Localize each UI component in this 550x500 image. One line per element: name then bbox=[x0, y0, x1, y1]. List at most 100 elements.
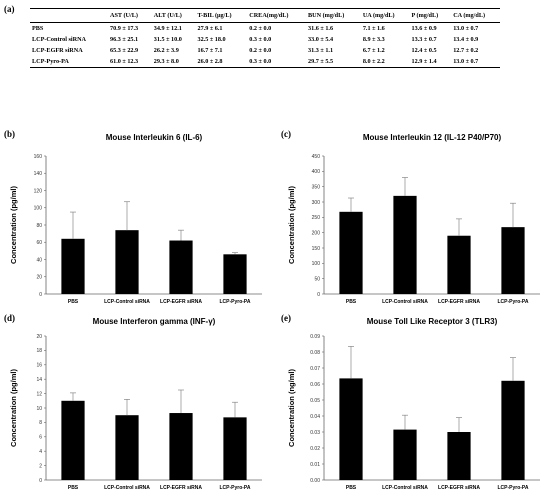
table-cell: 26.0 ± 2.8 bbox=[195, 56, 248, 68]
table-cell: 29.7 ± 5.5 bbox=[306, 56, 361, 68]
y-tick-label: 18 bbox=[36, 348, 42, 354]
y-tick-label: 14 bbox=[36, 377, 42, 383]
table-cell: 33.0 ± 5.4 bbox=[308, 36, 334, 43]
y-axis-label: Concentration (pg/ml) bbox=[287, 186, 296, 264]
y-tick-label: 0 bbox=[39, 478, 42, 484]
table-cell: 34.9 ± 12.1 bbox=[153, 25, 182, 32]
table-header-cell: AST (U/L) bbox=[108, 8, 152, 23]
ifn-gamma-bar-chart: Mouse Interferon gamma (INF-γ) Concentrat… bbox=[9, 317, 262, 491]
y-tick-label: 0.00 bbox=[310, 478, 320, 484]
y-tick-label: 160 bbox=[34, 154, 43, 160]
table-row: LCP-Control siRNA 96.3 ± 25.1 31.5 ± 10.… bbox=[30, 34, 500, 45]
table-row: LCP-EGFR siRNA 65.3 ± 22.9 26.2 ± 3.9 16… bbox=[30, 45, 500, 56]
x-tick-label: LCP-Pyro-PA bbox=[497, 485, 528, 491]
y-tick-label: 0.08 bbox=[310, 350, 320, 356]
y-tick-label: 0.09 bbox=[310, 334, 320, 340]
y-tick-label: 0.02 bbox=[310, 446, 320, 452]
table-cell: 12.9 ± 1.4 bbox=[409, 56, 452, 68]
x-tick-label: LCP-Pyro-PA bbox=[219, 299, 250, 305]
bar bbox=[169, 240, 193, 294]
y-tick-label: 20 bbox=[36, 334, 42, 340]
table-cell: 7.1 ± 1.6 bbox=[362, 25, 385, 32]
y-tick-label: 100 bbox=[34, 206, 43, 212]
y-tick-label: 8 bbox=[39, 420, 42, 426]
table-cell: 13.0 ± 0.7 bbox=[451, 56, 500, 68]
table-cell: 12.7 ± 0.2 bbox=[453, 47, 479, 54]
y-axis-label: Concentration (pg/ml) bbox=[9, 369, 18, 447]
table-header-cell: CREA(mg/dL) bbox=[247, 8, 307, 23]
table-cell: 61.0 ± 12.3 bbox=[108, 56, 152, 68]
il12-bar-chart: Mouse Interleukin 12 (IL-12 P40/P70) Conc… bbox=[287, 133, 540, 305]
y-tick-label: 0.03 bbox=[310, 430, 320, 436]
bar bbox=[61, 400, 85, 480]
table-row: LCP-Pyro-PA 61.0 ± 12.3 29.3 ± 8.0 26.0 … bbox=[30, 56, 500, 68]
y-tick-label: 0.01 bbox=[310, 462, 320, 468]
y-tick-label: 0.07 bbox=[310, 366, 320, 372]
table-cell: LCP-EGFR siRNA bbox=[32, 47, 83, 54]
bar bbox=[393, 195, 417, 294]
table-header-row: AST (U/L) ALT (U/L) T-BIL (μg/L) CREA(mg… bbox=[30, 8, 500, 23]
y-tick-label: 0.05 bbox=[310, 398, 320, 404]
bar bbox=[223, 417, 247, 480]
y-tick-label: 0 bbox=[317, 292, 320, 298]
table-cell: 70.9 ± 17.3 bbox=[110, 25, 139, 32]
x-tick-label: LCP-Control siRNA bbox=[382, 485, 428, 491]
table-cell: 31.6 ± 1.6 bbox=[308, 25, 334, 32]
table-cell: 32.5 ± 18.0 bbox=[197, 36, 226, 43]
y-tick-label: 40 bbox=[36, 257, 42, 263]
table-cell: 26.2 ± 3.9 bbox=[153, 47, 179, 54]
x-tick-label: LCP-Control siRNA bbox=[104, 299, 150, 305]
bar bbox=[447, 235, 471, 294]
table-cell: 96.3 ± 25.1 bbox=[110, 36, 139, 43]
il6-bar-chart: Mouse Interleukin 6 (IL-6) Concentration … bbox=[9, 133, 262, 305]
table-cell: 31.5 ± 10.0 bbox=[153, 36, 182, 43]
chart-title: Mouse Interleukin 6 (IL-6) bbox=[106, 133, 203, 142]
table-cell: 27.9 ± 6.1 bbox=[197, 25, 223, 32]
table-cell: 29.3 ± 8.0 bbox=[151, 56, 196, 68]
panel-label-a: (a) bbox=[4, 4, 15, 14]
table-cell: PBS bbox=[32, 25, 44, 32]
table-cell: 0.3 ± 0.0 bbox=[249, 36, 272, 43]
y-tick-label: 120 bbox=[34, 188, 43, 194]
y-tick-label: 10 bbox=[36, 406, 42, 412]
x-tick-label: LCP-Control siRNA bbox=[104, 485, 150, 491]
bar bbox=[501, 380, 525, 480]
y-tick-label: 0.06 bbox=[310, 382, 320, 388]
table-cell: 13.4 ± 0.9 bbox=[453, 36, 479, 43]
y-tick-label: 140 bbox=[34, 171, 43, 177]
bar bbox=[393, 429, 417, 480]
table-cell: 8.9 ± 3.3 bbox=[362, 36, 385, 43]
table-cell: 13.0 ± 0.7 bbox=[453, 25, 479, 32]
y-axis-label: Concentration (ng/ml) bbox=[287, 369, 296, 447]
y-tick-label: 60 bbox=[36, 240, 42, 246]
table-header-cell: P (mg/dL) bbox=[409, 8, 452, 23]
table-header-cell: CA (mg/dL) bbox=[451, 8, 500, 23]
bar bbox=[61, 238, 85, 294]
serum-biochemistry-table: AST (U/L) ALT (U/L) T-BIL (μg/L) CREA(mg… bbox=[30, 8, 500, 68]
x-tick-label: PBS bbox=[68, 485, 79, 491]
table-cell: 8.0 ± 2.2 bbox=[360, 56, 410, 68]
table-cell: 6.7 ± 1.2 bbox=[362, 47, 385, 54]
x-tick-label: LCP-EGFR siRNA bbox=[160, 299, 202, 305]
x-tick-label: LCP-EGFR siRNA bbox=[438, 485, 480, 491]
table-header-cell: BUN (mg/dL) bbox=[306, 8, 361, 23]
table-cell: 0.3 ± 0.0 bbox=[247, 56, 307, 68]
x-tick-label: PBS bbox=[68, 299, 79, 305]
table-header-cell: UA (mg/dL) bbox=[360, 8, 410, 23]
x-tick-label: LCP-EGFR siRNA bbox=[160, 485, 202, 491]
table-cell: 0.2 ± 0.0 bbox=[249, 25, 272, 32]
table-cell: 13.3 ± 0.7 bbox=[411, 36, 437, 43]
table-header-cell: T-BIL (μg/L) bbox=[195, 8, 248, 23]
panel-label-d: (d) bbox=[4, 313, 15, 323]
bar bbox=[115, 415, 139, 480]
x-tick-label: LCP-Control siRNA bbox=[382, 299, 428, 305]
table-cell: LCP-Control siRNA bbox=[32, 36, 87, 43]
x-tick-label: LCP-EGFR siRNA bbox=[438, 299, 480, 305]
table-cell: 16.7 ± 7.1 bbox=[197, 47, 223, 54]
y-tick-label: 2 bbox=[39, 463, 42, 469]
y-tick-label: 4 bbox=[39, 449, 42, 455]
panel-label-e: (e) bbox=[281, 313, 291, 323]
chart-title: Mouse Interferon gamma (INF-γ) bbox=[93, 317, 216, 326]
bar bbox=[447, 432, 471, 480]
y-tick-label: 350 bbox=[312, 184, 321, 190]
